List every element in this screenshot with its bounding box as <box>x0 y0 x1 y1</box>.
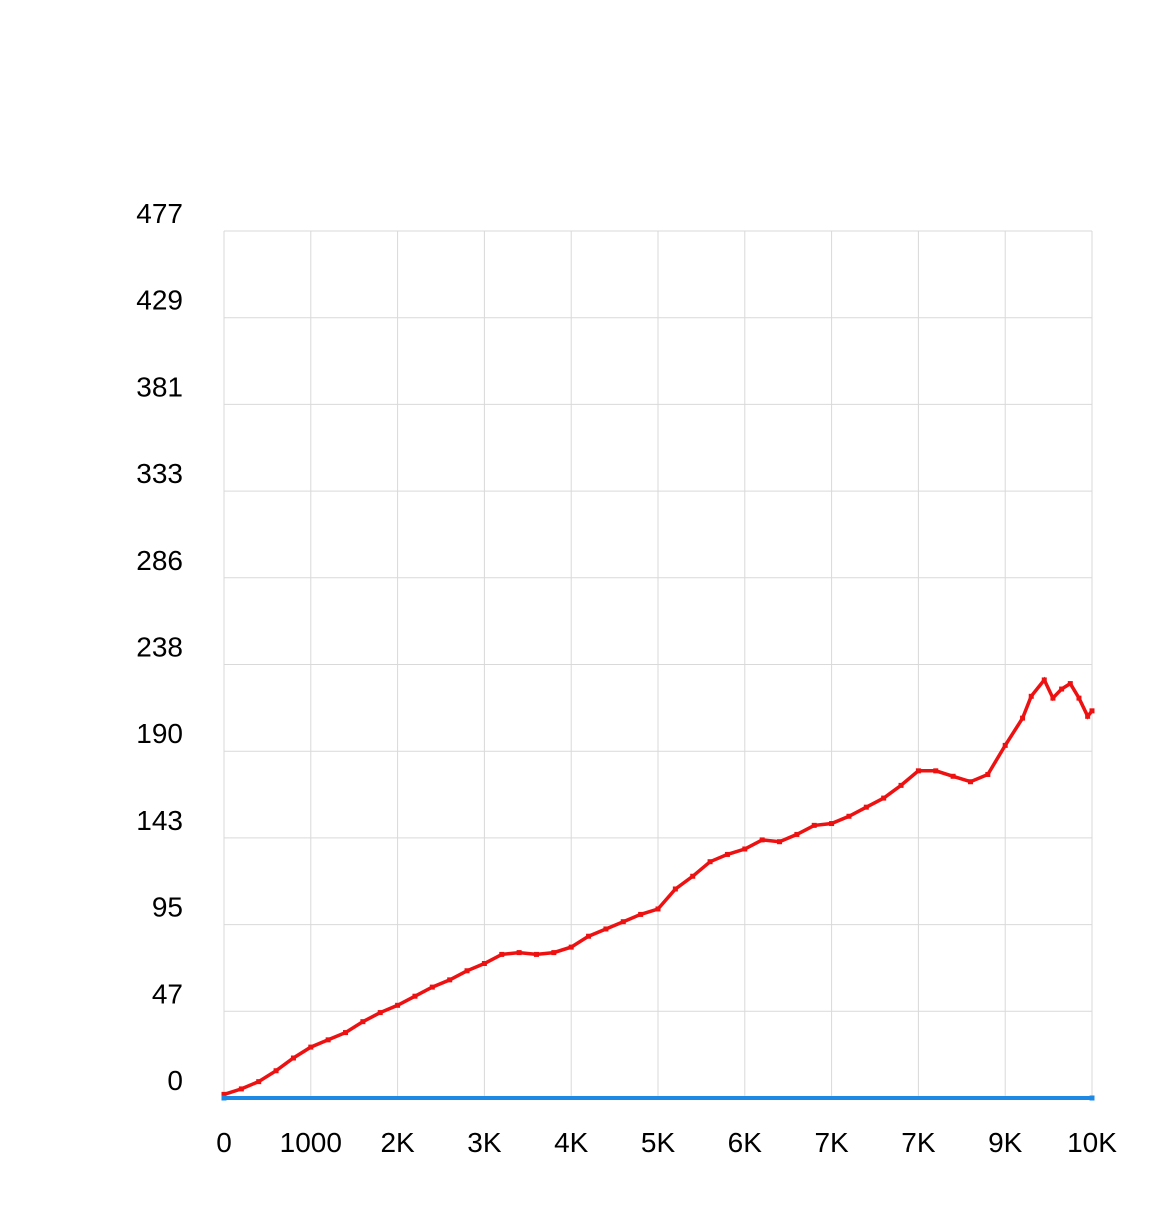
data-point <box>238 1086 244 1092</box>
data-point <box>481 960 487 966</box>
data-point <box>533 951 539 957</box>
data-point <box>759 837 765 843</box>
data-point <box>586 933 592 939</box>
data-point <box>724 851 730 857</box>
data-point <box>672 886 678 892</box>
x-tick-label: 5K <box>641 1127 676 1158</box>
x-tick-label: 9K <box>988 1127 1023 1158</box>
x-tick-label: 0 <box>216 1127 232 1158</box>
data-point <box>464 968 470 974</box>
y-tick-label: 190 <box>136 718 183 749</box>
x-tick-label: 4K <box>554 1127 589 1158</box>
data-point <box>777 839 783 845</box>
x-tick-label: 3K <box>467 1127 502 1158</box>
y-tick-label: 47 <box>152 978 183 1009</box>
data-point <box>1067 681 1073 687</box>
data-point <box>846 813 852 819</box>
y-tick-label: 286 <box>136 545 183 576</box>
data-point <box>1076 695 1082 701</box>
y-tick-label: 429 <box>136 285 183 316</box>
data-point <box>325 1037 331 1043</box>
data-point <box>898 782 904 788</box>
data-point <box>551 950 557 956</box>
y-tick-label: 381 <box>136 371 183 402</box>
y-tick-label: 333 <box>136 458 183 489</box>
data-point <box>412 993 418 999</box>
data-point <box>742 846 748 852</box>
data-point <box>1085 713 1091 719</box>
data-point <box>1089 708 1095 714</box>
data-point <box>395 1002 401 1008</box>
x-tick-label: 2K <box>380 1127 415 1158</box>
data-point <box>1002 742 1008 748</box>
data-point <box>881 795 887 801</box>
data-point <box>221 1091 227 1097</box>
data-point <box>950 773 956 779</box>
data-point <box>221 1095 227 1101</box>
x-tick-label: 7K <box>901 1127 936 1158</box>
data-point <box>794 831 800 837</box>
data-point <box>308 1044 314 1050</box>
data-point <box>638 911 644 917</box>
data-point <box>290 1055 296 1061</box>
data-point <box>360 1019 366 1025</box>
y-tick-label: 0 <box>167 1065 183 1096</box>
y-tick-label: 95 <box>152 892 183 923</box>
data-point <box>811 822 817 828</box>
series-layer <box>221 676 1095 1101</box>
data-point <box>1089 1095 1095 1101</box>
data-point <box>343 1030 349 1036</box>
data-point <box>707 859 713 865</box>
data-point <box>915 768 921 774</box>
data-point <box>377 1010 383 1016</box>
series-1 <box>221 1095 1095 1101</box>
data-point <box>620 919 626 925</box>
data-point <box>1059 686 1065 692</box>
data-point <box>447 977 453 983</box>
data-point <box>603 926 609 932</box>
y-tick-label: 477 <box>136 198 183 229</box>
data-point <box>655 906 661 912</box>
data-point <box>429 984 435 990</box>
data-point <box>256 1079 262 1085</box>
data-point <box>273 1068 279 1074</box>
data-point <box>516 950 522 956</box>
series-0 <box>221 676 1095 1097</box>
data-point <box>985 771 991 777</box>
data-point <box>967 779 973 785</box>
x-tick-label: 7K <box>814 1127 849 1158</box>
y-tick-label: 238 <box>136 632 183 663</box>
data-point <box>1041 677 1047 683</box>
data-point <box>1020 715 1026 721</box>
x-tick-label: 6K <box>728 1127 763 1158</box>
data-point <box>933 768 939 774</box>
y-tick-label: 143 <box>136 805 183 836</box>
y-axis-tick-labels: 0 47 95 143 190 238 286 333 381 429 477 <box>136 198 183 1096</box>
data-point <box>1050 695 1056 701</box>
data-point <box>829 821 835 827</box>
x-tick-label: 10K <box>1067 1127 1117 1158</box>
data-point <box>1028 693 1034 699</box>
data-point <box>499 951 505 957</box>
x-axis-tick-labels: 0 1000 2K 3K 4K 5K 6K 7K 7K 9K 10K <box>216 1127 1117 1158</box>
data-point <box>568 944 574 950</box>
grid <box>223 230 1093 1099</box>
x-tick-label: 1000 <box>280 1127 342 1158</box>
data-point <box>690 873 696 879</box>
data-point <box>863 804 869 810</box>
